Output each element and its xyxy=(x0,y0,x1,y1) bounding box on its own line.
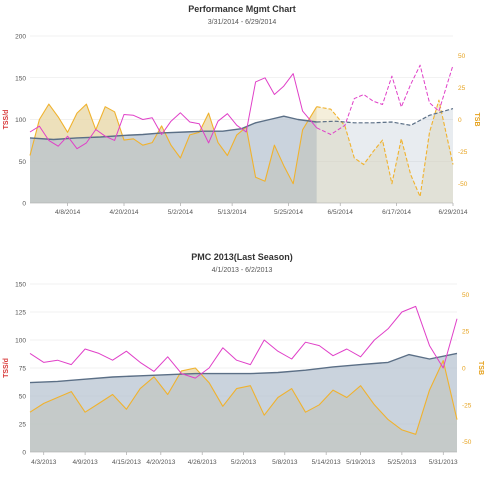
chart-subtitle: 4/1/2013 - 6/2/2013 xyxy=(212,267,273,274)
atl-line xyxy=(29,305,458,379)
y-tick-label: 150 xyxy=(15,75,26,82)
y2-tick-label: -50 xyxy=(462,439,472,446)
x-tick-label: 5/19/2013 xyxy=(346,459,375,466)
y2-axis-label: TSB xyxy=(473,113,480,127)
tsb-line xyxy=(29,103,318,185)
y-tick-label: 0 xyxy=(22,201,26,208)
x-tick-label: 4/3/2013 xyxy=(31,459,57,466)
y-tick-label: 100 xyxy=(15,117,26,124)
y2-tick-label: 50 xyxy=(458,53,466,60)
y-tick-label: 0 xyxy=(22,450,26,457)
atl-line xyxy=(29,73,318,150)
chart-1: Performance Mgmt Chart 3/31/2014 - 6/29/2… xyxy=(3,4,480,216)
chart-subtitle: 3/31/2014 - 6/29/2014 xyxy=(208,19,277,26)
y-tick-label: 50 xyxy=(19,394,27,401)
chart-2: PMC 2013(Last Season) 4/1/2013 - 6/2/2013… xyxy=(3,252,484,466)
y2-tick-label: 0 xyxy=(462,366,466,373)
x-tick-label: 6/29/2014 xyxy=(439,209,468,216)
chart-title: PMC 2013(Last Season) xyxy=(191,252,293,262)
x-tick-label: 5/8/2013 xyxy=(272,459,298,466)
x-tick-label: 6/17/2014 xyxy=(382,209,411,216)
ctl-line xyxy=(29,352,458,384)
chart-title: Performance Mgmt Chart xyxy=(188,4,296,14)
x-tick-label: 4/26/2013 xyxy=(188,459,217,466)
x-tick-label: 5/25/2014 xyxy=(274,209,303,216)
y-tick-label: 75 xyxy=(19,366,27,373)
tsb-line xyxy=(29,360,458,435)
y-axis-label: TSS/d xyxy=(3,358,10,378)
y2-tick-label: 25 xyxy=(462,329,470,336)
y-axis-label: TSS/d xyxy=(3,110,10,130)
y-tick-label: 125 xyxy=(15,310,26,317)
x-tick-label: 5/13/2014 xyxy=(218,209,247,216)
y-tick-label: 25 xyxy=(19,422,27,429)
x-tick-label: 5/31/2013 xyxy=(429,459,458,466)
x-tick-label: 5/2/2013 xyxy=(231,459,257,466)
y2-tick-label: -50 xyxy=(458,181,468,188)
y2-tick-label: -25 xyxy=(462,402,472,409)
x-tick-label: 6/5/2014 xyxy=(328,209,354,216)
x-tick-label: 4/15/2013 xyxy=(112,459,141,466)
y2-axis-label: TSB xyxy=(477,361,484,375)
ctl-line xyxy=(29,115,317,141)
ctl-area xyxy=(30,116,317,203)
y2-tick-label: -25 xyxy=(458,149,468,156)
x-tick-label: 4/20/2013 xyxy=(146,459,175,466)
y2-tick-label: 0 xyxy=(458,117,462,124)
y2-tick-label: 25 xyxy=(458,85,466,92)
atl-line-projected xyxy=(316,64,454,135)
x-tick-label: 4/20/2014 xyxy=(110,209,139,216)
ctl-line-projected xyxy=(316,108,454,126)
x-tick-label: 4/8/2014 xyxy=(55,209,81,216)
x-tick-label: 5/14/2013 xyxy=(312,459,341,466)
x-tick-label: 5/2/2014 xyxy=(168,209,194,216)
y-tick-label: 200 xyxy=(15,34,26,41)
x-tick-label: 4/9/2013 xyxy=(72,459,98,466)
y2-tick-label: 50 xyxy=(462,292,470,299)
y-tick-label: 50 xyxy=(19,159,27,166)
x-tick-label: 5/25/2013 xyxy=(387,459,416,466)
y-tick-label: 150 xyxy=(15,282,26,289)
ctl-area-projected xyxy=(316,108,453,203)
tsb-line-projected xyxy=(316,99,454,198)
ctl-area xyxy=(30,353,457,452)
y-tick-label: 100 xyxy=(15,338,26,345)
